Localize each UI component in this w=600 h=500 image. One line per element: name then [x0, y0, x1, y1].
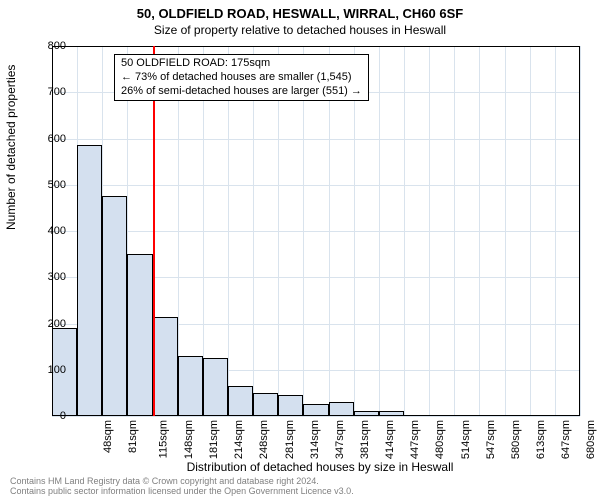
- grid-line-v: [379, 46, 380, 416]
- histogram-bar: [127, 254, 152, 416]
- grid-line-h: [52, 46, 580, 47]
- grid-line-v: [303, 46, 304, 416]
- grid-line-v: [228, 46, 229, 416]
- grid-line-v: [505, 46, 506, 416]
- chart-subtitle: Size of property relative to detached ho…: [0, 21, 600, 37]
- x-tick-label: 547sqm: [485, 420, 497, 459]
- histogram-bar: [354, 411, 379, 416]
- y-tick-label: 500: [32, 179, 66, 191]
- footer-line-2: Contains public sector information licen…: [10, 487, 354, 497]
- histogram-bar: [77, 145, 102, 416]
- grid-line-v: [454, 46, 455, 416]
- histogram-bar: [203, 358, 228, 416]
- x-tick-label: 248sqm: [259, 420, 271, 459]
- callout-line-2: ← 73% of detached houses are smaller (1,…: [121, 71, 362, 85]
- x-tick-label: 181sqm: [208, 420, 220, 459]
- y-tick-label: 700: [32, 86, 66, 98]
- x-tick-label: 447sqm: [409, 420, 421, 459]
- grid-line-h: [52, 139, 580, 140]
- grid-line-h: [52, 416, 580, 417]
- grid-line-v: [580, 46, 581, 416]
- x-axis-label: Distribution of detached houses by size …: [0, 460, 600, 474]
- grid-line-v: [404, 46, 405, 416]
- grid-line-v: [253, 46, 254, 416]
- grid-line-v: [278, 46, 279, 416]
- histogram-bar: [228, 386, 253, 416]
- y-tick-label: 0: [32, 410, 66, 422]
- x-tick-label: 414sqm: [384, 420, 396, 459]
- x-tick-label: 314sqm: [309, 420, 321, 459]
- page-title: 50, OLDFIELD ROAD, HESWALL, WIRRAL, CH60…: [0, 0, 600, 21]
- y-tick-label: 600: [32, 133, 66, 145]
- grid-line-v: [329, 46, 330, 416]
- x-tick-label: 381sqm: [359, 420, 371, 459]
- footer-attribution: Contains HM Land Registry data © Crown c…: [10, 477, 354, 497]
- x-tick-label: 148sqm: [183, 420, 195, 459]
- histogram-bar: [153, 317, 178, 416]
- x-tick-label: 514sqm: [460, 420, 472, 459]
- y-axis-label: Number of detached properties: [4, 65, 18, 230]
- x-tick-label: 613sqm: [535, 420, 547, 459]
- x-tick-label: 115sqm: [157, 420, 169, 458]
- y-tick-label: 300: [32, 271, 66, 283]
- histogram-bar: [102, 196, 127, 416]
- x-tick-label: 647sqm: [560, 420, 572, 459]
- grid-line-v: [530, 46, 531, 416]
- callout-line-1: 50 OLDFIELD ROAD: 175sqm: [121, 57, 362, 71]
- x-tick-label: 48sqm: [102, 420, 114, 453]
- grid-line-h: [52, 185, 580, 186]
- grid-line-v: [354, 46, 355, 416]
- chart-area: 50 OLDFIELD ROAD: 175sqm ← 73% of detach…: [52, 46, 580, 416]
- x-tick-label: 680sqm: [585, 420, 597, 459]
- x-tick-label: 580sqm: [510, 420, 522, 459]
- reference-line: [153, 46, 155, 416]
- grid-line-v: [479, 46, 480, 416]
- y-tick-label: 400: [32, 225, 66, 237]
- x-tick-label: 81sqm: [127, 420, 139, 453]
- y-tick-label: 100: [32, 364, 66, 376]
- histogram-bar: [379, 411, 404, 416]
- callout-box: 50 OLDFIELD ROAD: 175sqm ← 73% of detach…: [114, 54, 369, 101]
- x-tick-label: 347sqm: [334, 420, 346, 459]
- callout-line-3: 26% of semi-detached houses are larger (…: [121, 85, 362, 99]
- histogram-bar: [178, 356, 203, 416]
- grid-line-v: [555, 46, 556, 416]
- x-tick-label: 480sqm: [435, 420, 447, 459]
- histogram-bar: [329, 402, 354, 416]
- y-tick-label: 200: [32, 318, 66, 330]
- y-tick-label: 800: [32, 40, 66, 52]
- plot-region: [52, 46, 580, 416]
- histogram-bar: [278, 395, 303, 416]
- grid-line-h: [52, 231, 580, 232]
- x-tick-label: 281sqm: [284, 420, 296, 459]
- x-tick-label: 214sqm: [233, 420, 245, 459]
- grid-line-v: [429, 46, 430, 416]
- histogram-bar: [303, 404, 328, 416]
- histogram-bar: [253, 393, 278, 416]
- chart-page: 50, OLDFIELD ROAD, HESWALL, WIRRAL, CH60…: [0, 0, 600, 500]
